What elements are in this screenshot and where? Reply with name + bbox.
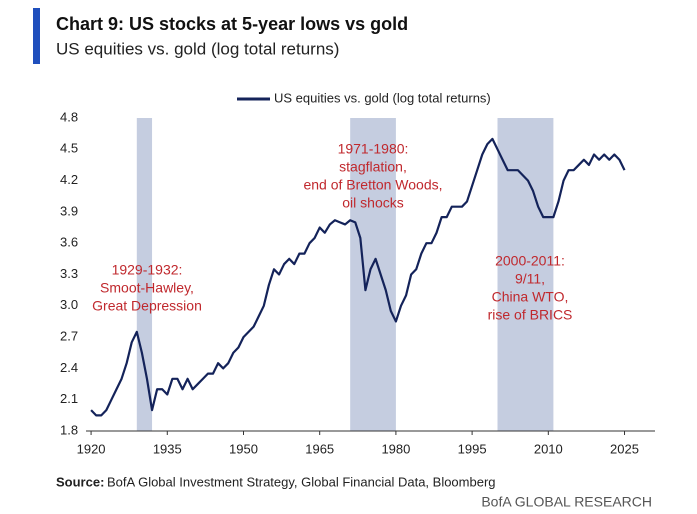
- y-tick-label: 2.4: [60, 360, 78, 375]
- x-tick-label: 1935: [153, 441, 182, 456]
- annotation: 1971-1980:: [338, 141, 409, 157]
- annotation: 1929-1932:: [112, 262, 183, 278]
- y-tick-label: 3.3: [60, 266, 78, 281]
- title-bar: [33, 8, 40, 64]
- annotation: rise of BRICS: [488, 307, 573, 323]
- annotation: stagflation,: [339, 159, 407, 175]
- chart-subtitle: US equities vs. gold (log total returns): [56, 39, 339, 58]
- series-line: [90, 137, 626, 417]
- y-tick-label: 4.5: [60, 141, 78, 156]
- annotation: end of Bretton Woods,: [303, 177, 442, 193]
- footer: BofA GLOBAL RESEARCH: [481, 494, 652, 510]
- y-tick-label: 3.9: [60, 203, 78, 218]
- legend-label: US equities vs. gold (log total returns): [274, 90, 491, 105]
- annotation: oil shocks: [342, 195, 403, 211]
- source: BofA Global Investment Strategy, Global …: [107, 474, 496, 489]
- x-tick-label: 1995: [458, 441, 487, 456]
- y-tick-label: 3.0: [60, 297, 78, 312]
- x-tick-label: 2010: [534, 441, 563, 456]
- annotation: 2000-2011:: [495, 253, 565, 269]
- y-tick-label: 1.8: [60, 422, 78, 437]
- y-tick-label: 4.2: [60, 172, 78, 187]
- y-tick-label: 3.6: [60, 235, 78, 250]
- y-tick-label: 2.1: [60, 391, 78, 406]
- x-tick-label: 2025: [610, 441, 639, 456]
- x-tick-label: 1920: [77, 441, 106, 456]
- x-tick-label: 1965: [305, 441, 334, 456]
- annotation: Great Depression: [92, 298, 202, 314]
- annotation: 9/11,: [515, 271, 545, 287]
- chart-title: Chart 9: US stocks at 5-year lows vs gol…: [56, 14, 408, 34]
- annotation: China WTO,: [492, 289, 569, 305]
- y-tick-label: 4.8: [60, 109, 78, 124]
- source-label: Source:: [56, 474, 104, 489]
- x-tick-label: 1950: [229, 441, 258, 456]
- y-tick-label: 2.7: [60, 329, 78, 344]
- shaded-period: [136, 118, 153, 431]
- shaded-period: [350, 118, 396, 431]
- x-tick-label: 1980: [381, 441, 410, 456]
- annotation: Smoot-Hawley,: [100, 280, 194, 296]
